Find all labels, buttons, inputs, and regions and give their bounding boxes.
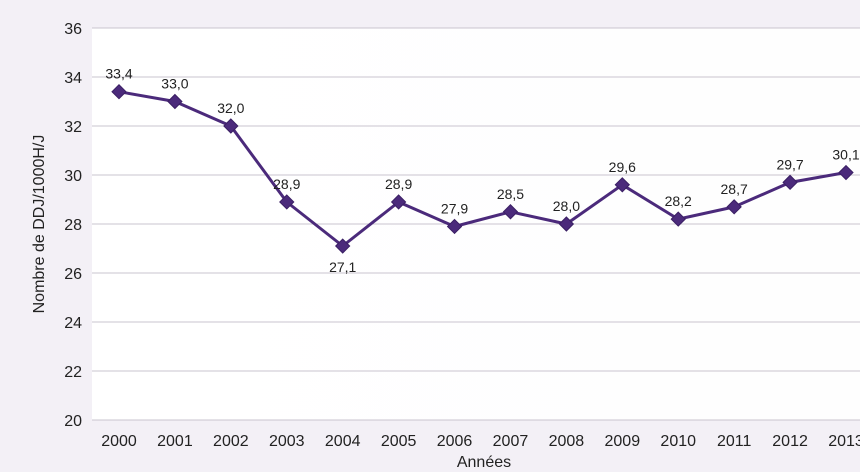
x-tick-label: 2008	[549, 433, 585, 450]
data-point-marker	[502, 204, 519, 220]
series-layer	[111, 83, 854, 254]
y-tick-label: 28	[64, 217, 82, 234]
data-point-marker	[223, 118, 239, 134]
data-point-marker	[782, 174, 798, 191]
data-point-marker	[446, 218, 463, 235]
y-tick-label: 34	[64, 70, 82, 87]
x-tick-label: 2012	[772, 433, 808, 450]
data-point-marker	[390, 194, 407, 210]
data-label: 33,4	[105, 66, 132, 82]
y-tick-label: 22	[64, 364, 82, 381]
x-axis-ticks: 2000 2001 2002 2003 2004 2005 2006 2007 2008 2009…	[101, 433, 860, 450]
data-point-marker	[279, 194, 295, 210]
data-point-marker	[167, 93, 183, 110]
data-label: 27,1	[329, 259, 356, 275]
data-point-marker	[614, 177, 631, 193]
y-tick-label: 20	[64, 413, 82, 430]
data-label: 30,1	[832, 147, 859, 163]
data-label: 28,5	[497, 186, 524, 202]
data-label: 29,6	[609, 159, 636, 175]
x-axis-label: Années	[457, 454, 511, 471]
x-tick-label: 2002	[213, 433, 249, 450]
data-label: 27,9	[441, 200, 468, 216]
data-point-marker	[111, 83, 127, 100]
grid-lines	[92, 27, 860, 421]
y-tick-label: 24	[64, 315, 82, 332]
data-label: 28,9	[385, 176, 412, 192]
y-axis-label: Nombre de DDJ/1000H/J	[31, 135, 48, 314]
data-label: 32,0	[217, 100, 244, 116]
x-tick-label: 2004	[325, 433, 361, 450]
x-tick-label: 2010	[660, 433, 696, 450]
x-tick-label: 2006	[437, 433, 473, 450]
x-tick-label: 2003	[269, 433, 305, 450]
x-tick-label: 2005	[381, 433, 417, 450]
data-point-marker	[670, 211, 686, 227]
data-label: 28,0	[553, 198, 580, 214]
data-label: 28,9	[273, 176, 300, 192]
y-tick-label: 36	[64, 21, 82, 38]
x-tick-label: 2000	[101, 433, 137, 450]
x-tick-label: 2001	[157, 433, 193, 450]
data-label: 28,2	[665, 193, 692, 209]
data-label: 28,7	[721, 181, 748, 197]
x-tick-label: 2013	[828, 433, 860, 450]
series-line	[117, 90, 848, 248]
y-tick-label: 26	[64, 266, 82, 283]
x-tick-label: 2009	[605, 433, 641, 450]
data-point-marker	[334, 238, 351, 254]
y-tick-label: 32	[64, 119, 82, 136]
data-label: 29,7	[776, 156, 803, 172]
y-axis-ticks: 20 22 24 26 28 30 32 34 36	[64, 21, 82, 430]
data-label: 33,0	[161, 76, 188, 92]
x-tick-label: 2007	[493, 433, 529, 450]
data-point-marker	[726, 199, 742, 215]
data-point-marker	[558, 216, 575, 232]
y-tick-label: 30	[64, 168, 82, 185]
x-tick-label: 2011	[717, 433, 752, 450]
data-point-marker	[838, 164, 854, 181]
data-labels: 33,4 33,0 32,0 28,9 27,1 28,9 27,9 28,5 28,0 29,6…	[105, 66, 859, 275]
